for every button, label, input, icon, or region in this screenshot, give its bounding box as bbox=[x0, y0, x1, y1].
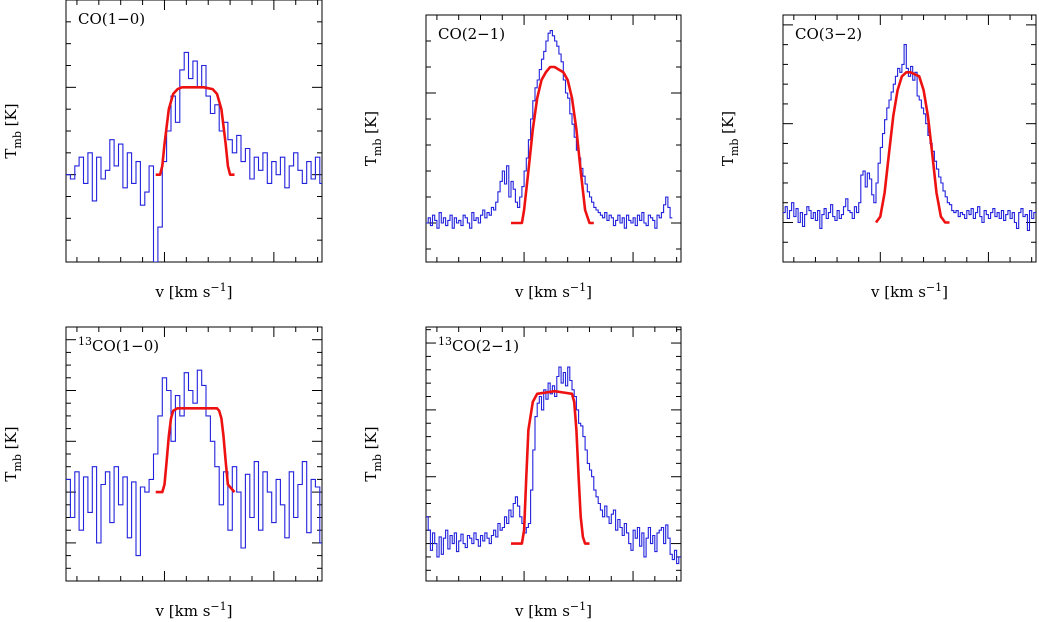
observed-spectrum bbox=[426, 366, 681, 565]
spectrum-panel-4: v [km s−1] Tmb [K] 13CO(1−0) bbox=[2, 326, 323, 620]
transition-name: CO(1−0) bbox=[78, 10, 145, 28]
x-axis-label: v [km s−1] bbox=[514, 281, 592, 301]
y-axis-label-main: T bbox=[719, 156, 737, 166]
x-axis-label: v [km s−1] bbox=[155, 281, 233, 301]
y-axis-label-unit: [K] bbox=[362, 426, 380, 454]
y-axis-label-unit: [K] bbox=[2, 103, 20, 131]
y-axis-label-subscript: mb bbox=[11, 454, 24, 471]
x-axis-label-end: ] bbox=[227, 283, 233, 301]
x-axis-label-end: ] bbox=[586, 283, 592, 301]
transition-label: 13CO(2−1) bbox=[438, 335, 519, 355]
y-axis-label-subscript: mb bbox=[11, 131, 24, 148]
x-axis-label-end: ] bbox=[942, 283, 948, 301]
transition-name: CO(3−2) bbox=[795, 25, 862, 43]
plot-frame bbox=[782, 14, 1037, 263]
transition-label: CO(1−0) bbox=[78, 10, 145, 28]
transition-label: CO(3−2) bbox=[795, 25, 862, 43]
x-axis-label-main: v [km s bbox=[155, 602, 211, 620]
x-axis-label: v [km s−1] bbox=[514, 600, 592, 620]
x-axis-label-end: ] bbox=[227, 602, 233, 620]
model-fit-line bbox=[511, 65, 594, 225]
x-axis-label-exponent: −1 bbox=[570, 600, 586, 613]
model-fit-line bbox=[155, 407, 236, 494]
isotope-superscript: 13 bbox=[78, 335, 92, 348]
y-axis-label-subscript: mb bbox=[371, 454, 384, 471]
y-axis-label-main: T bbox=[362, 156, 380, 166]
x-axis-label: v [km s−1] bbox=[155, 600, 233, 620]
y-axis-label-unit: [K] bbox=[362, 111, 380, 139]
observed-spectrum bbox=[783, 44, 1036, 231]
plot-frame bbox=[425, 14, 682, 263]
x-axis-label-main: v [km s bbox=[514, 283, 570, 301]
model-fit-line bbox=[155, 86, 235, 176]
spectrum-panel-3: v [km s−1] Tmb [K] CO(3−2) bbox=[719, 14, 1037, 301]
x-axis-label-main: v [km s bbox=[870, 283, 926, 301]
x-axis-label-exponent: −1 bbox=[210, 600, 226, 613]
model-fit-line bbox=[511, 389, 590, 545]
x-axis-label-main: v [km s bbox=[514, 602, 570, 620]
transition-label: 13CO(1−0) bbox=[78, 335, 159, 355]
x-axis-label-main: v [km s bbox=[155, 283, 211, 301]
isotope-superscript: 13 bbox=[438, 335, 452, 348]
observed-spectrum bbox=[66, 369, 322, 557]
transition-name: CO(1−0) bbox=[92, 337, 159, 355]
y-axis-label-main: T bbox=[362, 472, 380, 482]
y-axis-label: Tmb [K] bbox=[719, 111, 741, 166]
x-axis-label-exponent: −1 bbox=[926, 281, 942, 294]
spectrum-panel-5: v [km s−1] Tmb [K] 13CO(2−1) bbox=[362, 326, 682, 620]
x-axis-label-end: ] bbox=[586, 602, 592, 620]
transition-label: CO(2−1) bbox=[438, 25, 505, 43]
y-axis-label: Tmb [K] bbox=[2, 103, 24, 158]
transition-name: CO(2−1) bbox=[438, 25, 505, 43]
y-axis-label-subscript: mb bbox=[371, 139, 384, 156]
y-axis-label: Tmb [K] bbox=[362, 111, 384, 166]
model-fit-line bbox=[874, 71, 950, 224]
observed-spectrum bbox=[66, 51, 322, 262]
spectrum-panel-1: v [km s−1] Tmb [K] CO(1−0) bbox=[2, 0, 323, 301]
spectrum-panel-2: v [km s−1] Tmb [K] CO(2−1) bbox=[362, 14, 682, 301]
transition-name: CO(2−1) bbox=[452, 337, 519, 355]
y-axis-label: Tmb [K] bbox=[2, 426, 24, 481]
y-axis-label-unit: [K] bbox=[2, 426, 20, 454]
y-axis-label-main: T bbox=[2, 472, 20, 482]
plot-frame bbox=[425, 326, 682, 582]
y-axis-label-main: T bbox=[2, 149, 20, 159]
y-axis-label: Tmb [K] bbox=[362, 426, 384, 481]
y-axis-label-subscript: mb bbox=[728, 139, 741, 156]
y-axis-label-unit: [K] bbox=[719, 111, 737, 139]
x-axis-label-exponent: −1 bbox=[210, 281, 226, 294]
x-axis-label-exponent: −1 bbox=[570, 281, 586, 294]
observed-spectrum bbox=[426, 30, 673, 229]
x-axis-label: v [km s−1] bbox=[870, 281, 948, 301]
